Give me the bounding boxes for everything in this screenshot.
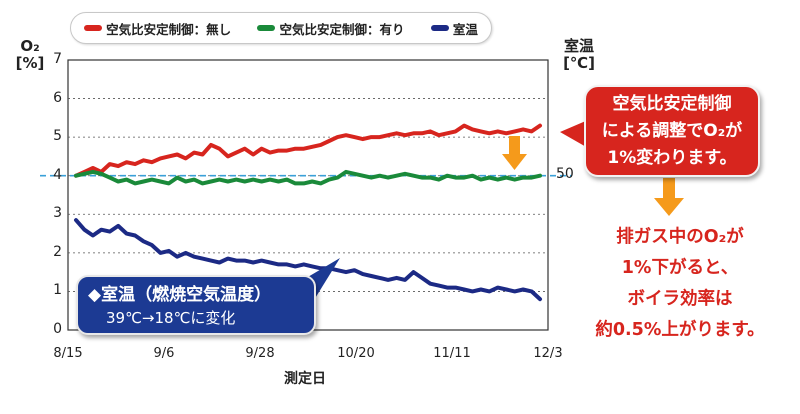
y2-axis-title-line2: [℃] xyxy=(563,54,595,72)
callout-room-temp: ◆室温（燃焼空気温度） 39℃→18℃に変化 xyxy=(76,275,316,335)
legend-swatch xyxy=(430,25,449,31)
series-line-2 xyxy=(74,218,542,302)
y-tick-label: 0 xyxy=(53,321,62,337)
callout-detail: 39℃→18℃に変化 xyxy=(106,309,236,327)
legend: 空気比安定制御：無し 空気比安定制御：有り 室温 xyxy=(70,12,492,44)
down-arrow-icon xyxy=(502,136,527,170)
y2-tick-label: 50 xyxy=(556,166,574,182)
x-tick-label: 9/6 xyxy=(153,346,175,361)
y-axis-title-line2: [%] xyxy=(15,54,45,72)
series-line-0 xyxy=(74,123,542,178)
callout-text-line: による調整でO₂が xyxy=(601,121,743,141)
y-tick-label: 2 xyxy=(53,243,62,260)
note-line: 1%下がると、 xyxy=(621,258,739,278)
series-layer xyxy=(74,123,542,302)
legend-swatch xyxy=(84,25,103,31)
note-line: 排ガス中のO₂が xyxy=(616,227,744,247)
legend-swatch xyxy=(257,25,276,31)
callout-pointer xyxy=(560,120,588,148)
legend-label: 空気比安定制御：有り xyxy=(279,21,405,37)
y-tick-label: 6 xyxy=(53,89,62,106)
callout-title: ◆室温（燃焼空気温度） xyxy=(88,285,272,305)
y-tick-label: 1 xyxy=(53,282,62,299)
x-tick-label: 12/3 xyxy=(533,346,563,361)
y-axis-title-left: O₂ [%] xyxy=(8,38,52,72)
note-line: ボイラ効率は xyxy=(627,289,733,309)
x-axis-label: 測定日 xyxy=(284,371,326,387)
y2-axis-title-line1: 室温 xyxy=(563,37,594,55)
legend-label: 室温 xyxy=(452,21,478,37)
down-arrow-icon xyxy=(654,178,684,216)
y-tick-label: 4 xyxy=(53,166,62,183)
callout-air-ratio: 空気比安定制御 による調整でO₂が 1%変わります。 xyxy=(584,85,760,177)
efficiency-note: 排ガス中のO₂が 1%下がると、 ボイラ効率は 約0.5%上がります。 xyxy=(568,222,792,346)
legend-item-no-control: 空気比安定制御：無し xyxy=(84,19,231,38)
y-axis-title-line1: O₂ xyxy=(20,37,40,55)
note-line: 約0.5%上がります。 xyxy=(595,320,765,340)
legend-item-with-control: 空気比安定制御：有り xyxy=(257,19,405,38)
callout-text-line: 空気比安定制御 xyxy=(612,94,732,114)
y-tick-label: 3 xyxy=(53,205,62,222)
x-tick-label: 8/15 xyxy=(53,346,83,361)
x-tick-label: 9/28 xyxy=(245,346,275,361)
legend-label: 空気比安定制御：無し xyxy=(106,21,232,37)
y-axis-title-right: 室温 [℃] xyxy=(554,38,604,72)
callout-text-line: 1%変わります。 xyxy=(607,148,737,168)
y-tick-label: 7 xyxy=(53,51,62,67)
legend-item-room-temp: 室温 xyxy=(430,19,478,38)
x-tick-label: 11/11 xyxy=(433,346,471,361)
y-tick-label: 5 xyxy=(53,128,62,145)
series-line-1 xyxy=(74,169,542,186)
x-tick-label: 10/20 xyxy=(337,346,375,361)
